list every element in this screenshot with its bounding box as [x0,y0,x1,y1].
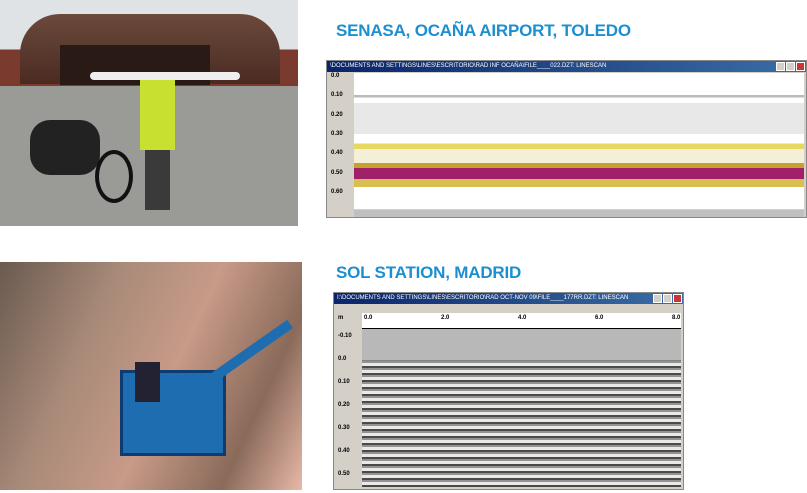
unit-label: m [338,315,344,321]
y-axis-label: 0.10 [331,92,343,99]
y-axis-label: 0.20 [338,402,350,408]
y-axis-label: 0.40 [338,448,350,454]
radargram-window: I:\DOCUMENTS AND SETTINGS\LINES\ESCRITOR… [333,292,684,490]
y-axis-label: 0.0 [338,356,347,362]
y-axis-label: 0.20 [331,111,343,118]
heading: SENASA, OCAÑA AIRPORT, TOLEDO [336,21,631,40]
radargram-image [354,73,804,209]
x-axis-label: 8.0 [672,315,681,321]
y-axis-label: 0.40 [331,150,343,157]
window-buttons [653,294,682,303]
y-axis-label: 0.0 [331,73,340,79]
x-axis-label: 6.0 [595,315,604,321]
photo-station [0,262,302,490]
y-axis-label: 0.50 [331,169,343,176]
window-buttons [776,62,805,71]
x-axis-label: 4.0 [518,315,527,321]
heading: SOL STATION, MADRID [336,263,522,282]
y-axis-label: 0.10 [338,379,350,385]
y-axis-label: 0.30 [338,425,350,431]
x-axis-label: 0.0 [364,315,373,321]
x-axis-label: 2.0 [441,315,450,321]
radargram-window: \DOCUMENTS AND SETTINGS\LINES\ESCRITORIO… [326,60,807,218]
window-title: I:\DOCUMENTS AND SETTINGS\LINES\ESCRITOR… [334,293,683,304]
window-title: \DOCUMENTS AND SETTINGS\LINES\ESCRITORIO… [327,61,806,72]
y-axis-label: 0.50 [338,471,350,477]
photo-airport [0,0,298,226]
y-axis-label: 0.60 [331,189,343,195]
y-axis-label: 0.30 [331,131,343,137]
y-axis-label: -0.10 [338,333,352,339]
